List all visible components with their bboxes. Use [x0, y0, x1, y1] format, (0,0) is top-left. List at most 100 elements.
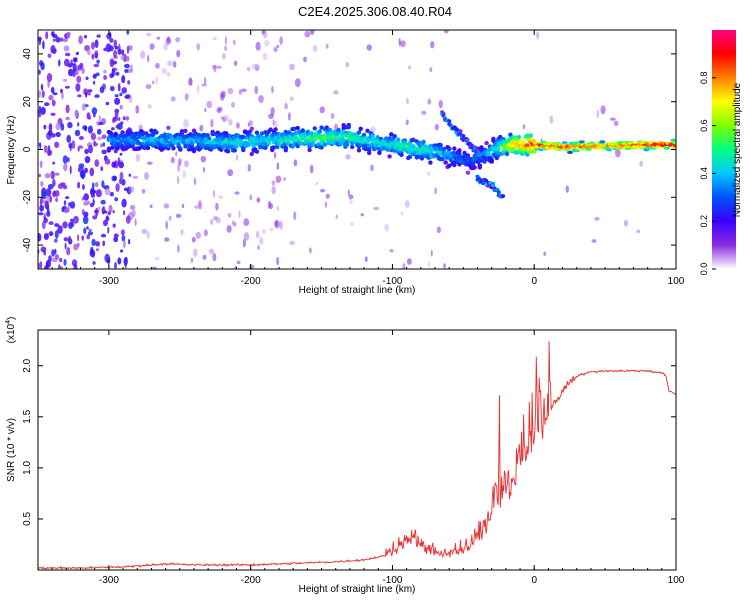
noise-speckle: [348, 194, 354, 200]
ridge-cell: [578, 140, 585, 144]
ridge-cell: [249, 126, 254, 131]
noise-speckle: [434, 123, 439, 131]
colorbar-tick-label: 0.2: [699, 215, 709, 228]
noise-speckle: [48, 231, 54, 237]
noise-speckle: [105, 101, 110, 106]
ridge-cell: [232, 148, 237, 153]
noise-speckle: [119, 171, 124, 180]
colorbar-gradient: [712, 30, 736, 269]
noise-speckle: [215, 217, 222, 224]
noise-speckle: [146, 161, 153, 165]
noise-speckle: [43, 124, 47, 130]
noise-speckle: [117, 83, 121, 92]
ridge-cell: [465, 137, 470, 142]
y-tick-label: 40: [22, 48, 33, 60]
ridge-cell: [183, 144, 188, 149]
noise-speckle: [46, 149, 53, 156]
noise-speckle: [86, 234, 91, 240]
noise-speckle: [349, 199, 353, 205]
ridge-cell: [205, 133, 210, 138]
noise-speckle: [46, 73, 53, 82]
noise-speckle: [128, 173, 132, 177]
noise-speckle: [111, 68, 115, 77]
noise-speckle: [236, 154, 239, 162]
noise-speckle: [543, 251, 546, 256]
snr-panel: -300 -200 -100 0 100 0.5 1.0 1.5 2.0 Height of …: [5, 317, 685, 595]
spectrogram-marks: [38, 30, 676, 269]
ridge-cell: [387, 154, 392, 159]
noise-speckle: [81, 184, 85, 190]
noise-speckle: [96, 34, 101, 38]
ridge-cell: [475, 159, 481, 165]
noise-speckle: [73, 243, 79, 251]
noise-speckle: [44, 200, 49, 210]
noise-speckle: [180, 229, 184, 236]
ridge-cell: [149, 137, 154, 143]
noise-speckle: [406, 97, 409, 105]
ridge-cell: [460, 160, 465, 165]
ridge-cell: [567, 150, 573, 154]
noise-speckle: [271, 180, 276, 186]
noise-speckle: [40, 180, 44, 187]
x-tick-label: 100: [668, 575, 685, 586]
noise-speckle: [364, 256, 368, 262]
noise-speckle: [68, 221, 73, 230]
noise-speckle: [247, 164, 251, 172]
ridge-cell: [484, 179, 488, 183]
ridge-cell: [595, 146, 602, 150]
x-tick-label: -100: [382, 575, 402, 586]
noise-speckle: [110, 192, 114, 197]
noise-speckle: [54, 230, 59, 239]
x-tick-label: -200: [241, 276, 261, 287]
ridge-cell: [259, 131, 265, 136]
noise-speckle: [119, 178, 122, 185]
noise-speckle: [45, 188, 52, 197]
noise-speckle: [51, 31, 55, 37]
noise-speckle: [113, 236, 119, 243]
noise-speckle: [212, 190, 216, 198]
ridge-cell: [438, 142, 443, 148]
noise-speckle: [407, 65, 412, 70]
ridge-cell: [266, 140, 271, 146]
noise-speckle: [279, 36, 283, 45]
ridge-cell: [171, 146, 176, 151]
noise-speckle: [113, 39, 118, 48]
ridge-cell: [358, 126, 363, 131]
noise-speckle: [63, 185, 68, 190]
noise-speckle: [75, 83, 81, 92]
noise-speckle: [213, 64, 217, 73]
colorbar-tick-label: 0.8: [699, 72, 709, 85]
noise-speckle: [78, 136, 84, 140]
noise-speckle: [200, 155, 206, 163]
ridge-cell: [399, 152, 404, 157]
noise-speckle: [111, 161, 117, 168]
ridge-cell: [389, 132, 394, 137]
noise-speckle: [227, 213, 232, 218]
noise-speckle: [119, 152, 123, 156]
noise-speckle: [83, 35, 88, 39]
ridge-cell: [508, 132, 513, 137]
ridge-cell: [183, 128, 188, 134]
noise-speckle: [93, 80, 96, 85]
noise-speckle: [87, 91, 91, 96]
noise-speckle: [234, 191, 240, 195]
noise-speckle: [191, 236, 196, 243]
noise-speckle: [45, 262, 49, 269]
noise-speckle: [600, 105, 606, 115]
noise-speckle: [55, 190, 60, 197]
noise-speckle: [163, 42, 169, 51]
noise-speckle: [73, 263, 78, 269]
noise-speckle: [249, 194, 253, 201]
ridge-cell: [254, 149, 260, 154]
noise-speckle: [335, 214, 338, 220]
noise-speckle: [254, 85, 259, 95]
ridge-cell: [447, 147, 452, 152]
noise-speckle: [118, 117, 121, 121]
x-tick-label: -300: [99, 276, 119, 287]
noise-speckle: [152, 80, 155, 85]
noise-speckle: [203, 229, 208, 237]
noise-speckle: [238, 210, 241, 219]
noise-speckle: [93, 142, 98, 147]
noise-speckle: [55, 131, 61, 138]
noise-speckle: [124, 69, 129, 73]
